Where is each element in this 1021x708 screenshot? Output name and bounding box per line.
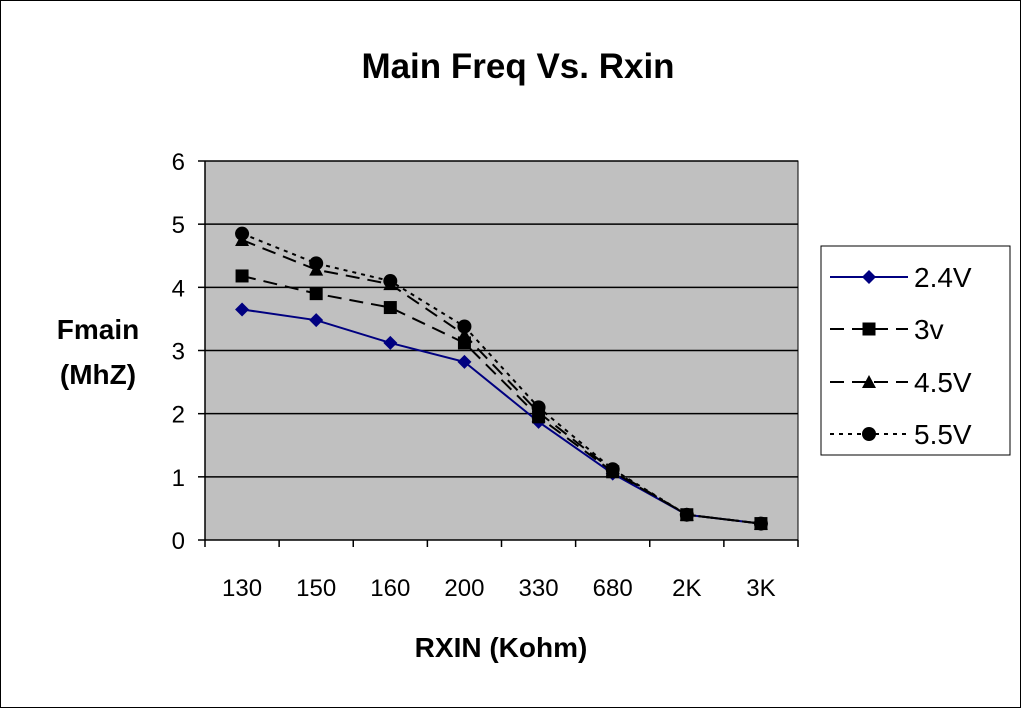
data-point-3-5	[605, 462, 620, 477]
data-point-0-2	[383, 335, 398, 350]
legend-marker-0	[862, 270, 876, 284]
x-tick-label-6: 2K	[672, 575, 701, 602]
data-point-0-1	[309, 313, 324, 328]
y-axis-title-line1: Fmain	[57, 314, 139, 345]
x-tick-label-3: 200	[444, 575, 484, 602]
x-tick-label-5: 680	[593, 575, 633, 602]
legend-marker-1	[862, 322, 876, 336]
x-tick-label-2: 160	[370, 575, 410, 602]
legend-marker-3	[862, 427, 876, 441]
series-line-2	[241, 239, 762, 525]
chart-title: Main Freq Vs. Rxin	[361, 47, 674, 86]
y-tick-label-3: 3	[172, 339, 185, 366]
gridlines	[205, 160, 798, 478]
series-3	[235, 226, 768, 531]
x-tick-label-1: 150	[296, 575, 336, 602]
y-tick-label-0: 0	[172, 528, 185, 555]
y-tick-label-6: 6	[172, 149, 185, 176]
x-tick-label-4: 330	[519, 575, 559, 602]
data-point-1-1	[309, 287, 323, 301]
y-tick-labels: 0 1 2 3 4 5 6	[172, 149, 185, 555]
legend-box	[820, 245, 1011, 456]
data-point-3-2	[383, 274, 398, 289]
axes	[198, 160, 799, 547]
legend: 2.4V 3v 4.5V 5.5V	[830, 262, 972, 450]
data-point-3-1	[309, 256, 324, 271]
data-point-3-0	[235, 226, 250, 241]
x-axis-title: RXIN (Kohm)	[415, 632, 588, 663]
data-point-0-3	[457, 354, 472, 369]
legend-label-1: 3v	[914, 314, 944, 345]
data-point-1-0	[235, 269, 249, 283]
legend-label-2: 4.5V	[914, 367, 972, 398]
data-point-3-7	[753, 516, 768, 531]
series-line-3	[241, 232, 762, 525]
data-point-0-0	[235, 302, 250, 317]
series-line-1	[241, 274, 762, 525]
y-tick-label-4: 4	[172, 275, 185, 302]
y-tick-label-5: 5	[172, 212, 185, 239]
series-group	[235, 226, 768, 531]
y-axis-title-line2: (MhZ)	[60, 359, 136, 390]
x-tick-label-7: 3K	[746, 575, 775, 602]
legend-label-0: 2.4V	[914, 262, 972, 293]
data-point-1-2	[383, 301, 397, 315]
y-tick-label-2: 2	[172, 402, 185, 429]
data-point-3-3	[457, 319, 472, 334]
legend-label-3: 5.5V	[914, 419, 972, 450]
data-point-3-4	[531, 400, 546, 415]
data-point-3-6	[679, 507, 694, 522]
data-point-2-3	[457, 327, 472, 341]
x-tick-label-0: 130	[222, 575, 262, 602]
legend-marker-2	[862, 375, 876, 388]
y-tick-label-1: 1	[172, 465, 185, 492]
x-tick-labels: 130 150 160 200 330 680 2K 3K	[222, 575, 776, 602]
